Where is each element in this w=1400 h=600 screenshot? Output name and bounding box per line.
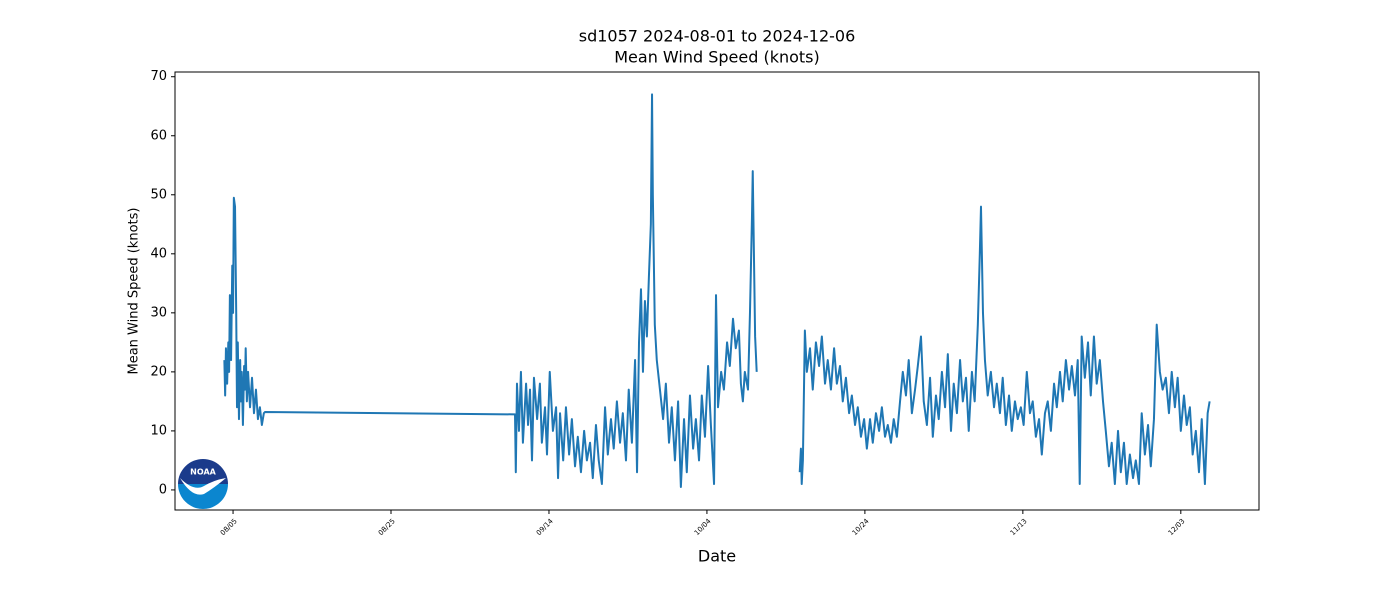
x-tick-label: 08/05 xyxy=(219,517,239,537)
noaa-logo: NOAA xyxy=(178,459,228,509)
y-tick-label: 50 xyxy=(150,187,167,202)
series-line xyxy=(223,93,1211,488)
x-tick-label: 11/13 xyxy=(1009,517,1029,537)
logo-wave xyxy=(180,478,226,495)
x-tick-label: 09/14 xyxy=(535,517,555,537)
logo-text: NOAA xyxy=(190,468,216,477)
y-axis-label: Mean Wind Speed (knots) xyxy=(127,208,142,375)
chart-title: sd1057 2024-08-01 to 2024-12-06 xyxy=(579,27,856,46)
y-tick-label: 60 xyxy=(150,128,167,143)
y-tick-label: 30 xyxy=(150,305,167,320)
logo-circle xyxy=(178,459,228,509)
plot-area xyxy=(223,93,1211,488)
y-tick-label: 70 xyxy=(150,69,167,84)
y-tick-label: 0 xyxy=(159,482,167,497)
chart-subtitle: Mean Wind Speed (knots) xyxy=(614,48,820,67)
y-tick-label: 40 xyxy=(150,246,167,261)
x-tick-label: 10/24 xyxy=(851,517,871,537)
x-tick-label: 10/04 xyxy=(693,517,713,537)
y-tick-label: 10 xyxy=(150,423,167,438)
x-tick-label: 12/03 xyxy=(1167,517,1187,537)
x-axis-label: Date xyxy=(698,547,736,566)
y-tick-label: 20 xyxy=(150,364,167,379)
x-tick-label: 08/25 xyxy=(377,517,397,537)
axes-frame xyxy=(174,71,1260,511)
